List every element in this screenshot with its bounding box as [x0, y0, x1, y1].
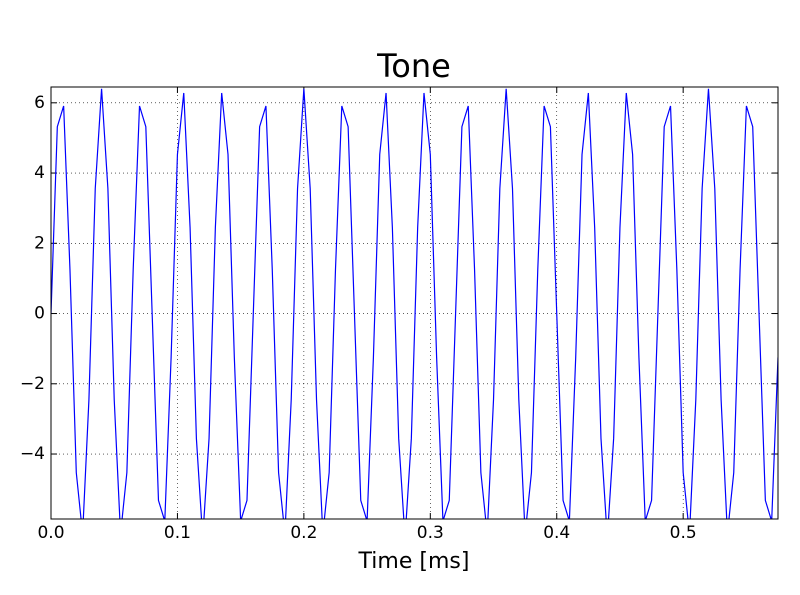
x-tick-label: 0.3: [417, 523, 444, 543]
x-tick-label: 0.4: [543, 523, 570, 543]
axes-frame: [50, 86, 779, 520]
x-tick-label: 0.1: [164, 523, 191, 543]
chart-title: Tone: [376, 47, 451, 85]
y-tick-label: 0: [34, 304, 45, 324]
y-tick-label: −4: [20, 444, 45, 464]
x-tick-label: 0.5: [670, 523, 697, 543]
x-tick-label: 0.2: [290, 523, 317, 543]
y-tick-label: −2: [20, 374, 45, 394]
x-tick-label: 0.0: [37, 523, 64, 543]
y-tick-label: 4: [34, 163, 45, 183]
line-series: [51, 88, 778, 519]
x-axis-label: Time [ms]: [358, 549, 470, 574]
y-tick-label: 2: [34, 233, 45, 253]
plot-area: 0.0 0.1 0.2 0.3 0.4 0.5 −4 −2 0 2 4 6: [20, 87, 778, 543]
y-tick-label: 6: [34, 93, 45, 113]
